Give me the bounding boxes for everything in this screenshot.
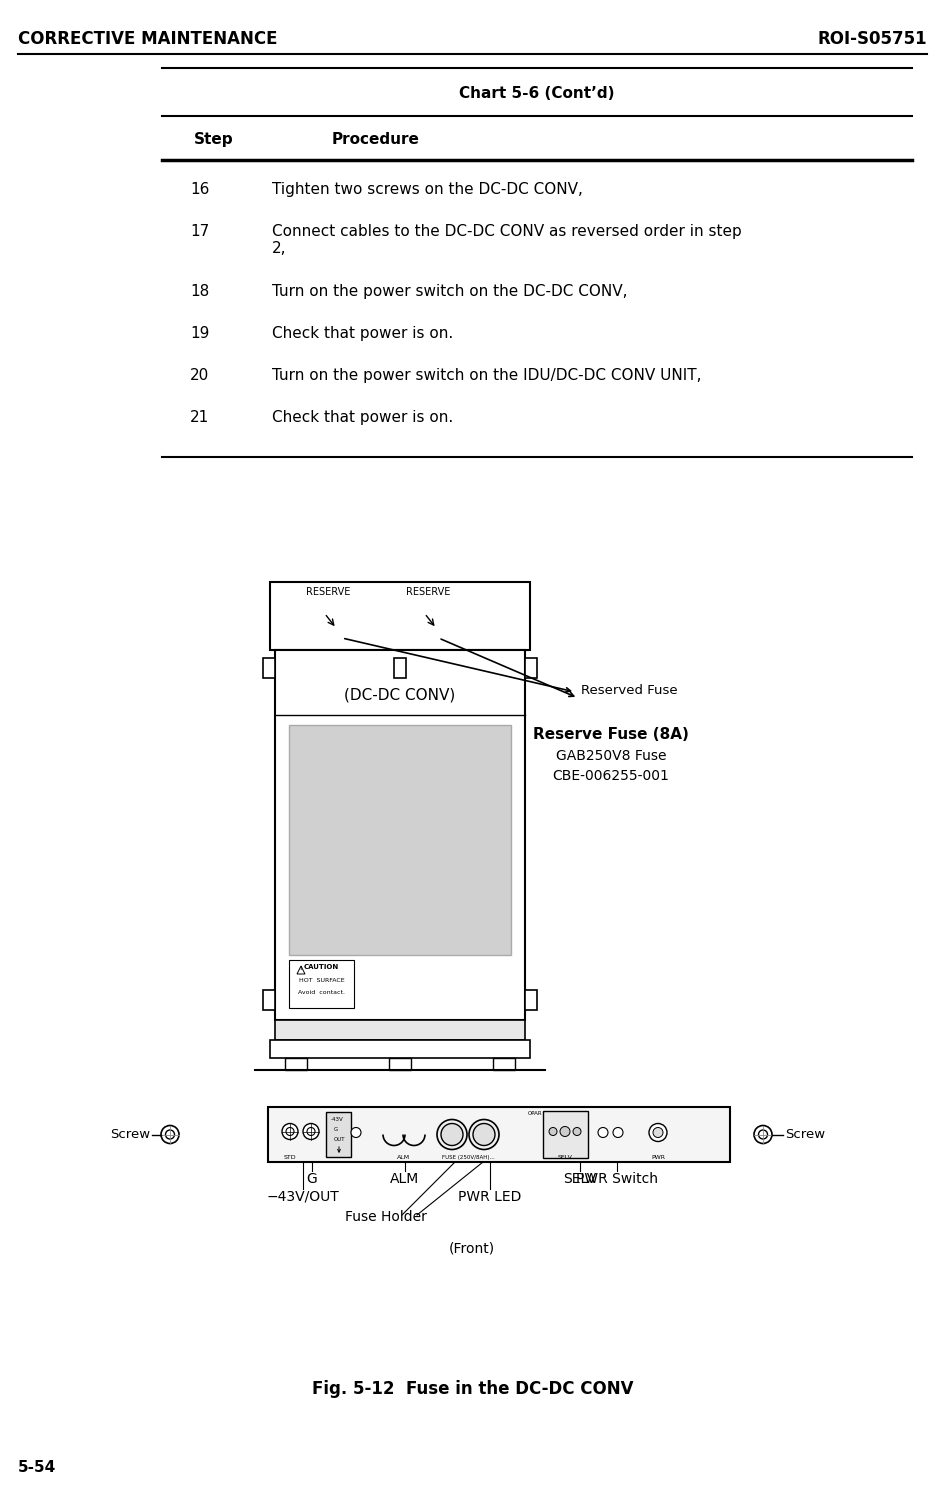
Text: PWR: PWR xyxy=(650,1156,665,1160)
Bar xyxy=(394,658,406,678)
Bar xyxy=(493,1059,514,1070)
Circle shape xyxy=(560,1127,569,1136)
Circle shape xyxy=(281,1124,297,1139)
Text: 21: 21 xyxy=(190,411,209,426)
Text: STD: STD xyxy=(283,1156,296,1160)
Bar xyxy=(289,960,354,1008)
Text: FUSE (250V/8AH)...: FUSE (250V/8AH)... xyxy=(441,1156,494,1160)
Text: Chart 5-6 (Cont’d): Chart 5-6 (Cont’d) xyxy=(459,85,615,100)
Text: Check that power is on.: Check that power is on. xyxy=(272,325,453,340)
Text: SELV: SELV xyxy=(557,1156,572,1160)
Circle shape xyxy=(753,1126,771,1144)
Bar xyxy=(326,1112,350,1157)
Bar xyxy=(393,600,463,638)
Bar xyxy=(543,1111,587,1159)
FancyBboxPatch shape xyxy=(270,582,530,649)
Text: Connect cables to the DC-DC CONV as reversed order in step
2,: Connect cables to the DC-DC CONV as reve… xyxy=(272,224,741,257)
Text: OUT: OUT xyxy=(333,1138,346,1142)
Text: G: G xyxy=(333,1127,338,1132)
Text: CORRECTIVE MAINTENANCE: CORRECTIVE MAINTENANCE xyxy=(18,30,278,48)
Text: GAB250V8 Fuse: GAB250V8 Fuse xyxy=(555,749,666,763)
Text: Turn on the power switch on the IDU/DC-DC CONV UNIT,: Turn on the power switch on the IDU/DC-D… xyxy=(272,367,700,384)
Text: Reserved Fuse: Reserved Fuse xyxy=(581,684,677,697)
Text: Avoid  contact.: Avoid contact. xyxy=(297,990,345,994)
Text: ALM: ALM xyxy=(390,1172,419,1185)
Circle shape xyxy=(350,1127,361,1138)
Text: −43V/OUT: −43V/OUT xyxy=(266,1190,339,1203)
Bar xyxy=(525,990,536,1009)
Text: 17: 17 xyxy=(190,224,209,239)
Text: Check that power is on.: Check that power is on. xyxy=(272,411,453,426)
Ellipse shape xyxy=(436,1120,466,1150)
Circle shape xyxy=(286,1127,294,1136)
Text: 18: 18 xyxy=(190,284,209,299)
Ellipse shape xyxy=(441,1124,463,1145)
Text: G: G xyxy=(306,1172,317,1185)
Circle shape xyxy=(303,1124,319,1139)
Circle shape xyxy=(165,1130,175,1139)
Ellipse shape xyxy=(473,1124,495,1145)
Circle shape xyxy=(598,1127,607,1138)
Bar xyxy=(293,600,362,638)
Text: 5-54: 5-54 xyxy=(18,1460,57,1475)
Bar xyxy=(389,1059,411,1070)
Bar xyxy=(268,1106,729,1162)
Text: Screw: Screw xyxy=(110,1129,150,1141)
Text: 16: 16 xyxy=(190,182,210,197)
Text: HOT  SURFACE: HOT SURFACE xyxy=(298,978,344,982)
Text: Step: Step xyxy=(194,131,233,146)
Circle shape xyxy=(758,1130,767,1139)
Polygon shape xyxy=(296,966,305,973)
Text: (DC-DC CONV): (DC-DC CONV) xyxy=(344,687,455,703)
Text: SELV: SELV xyxy=(563,1172,596,1185)
Text: PWR LED: PWR LED xyxy=(458,1190,521,1203)
Text: Reserve Fuse (8A): Reserve Fuse (8A) xyxy=(532,727,688,742)
Circle shape xyxy=(652,1127,663,1138)
Text: (Front): (Front) xyxy=(448,1242,495,1256)
Text: Procedure: Procedure xyxy=(331,131,419,146)
Text: OPAR: OPAR xyxy=(528,1111,542,1115)
Circle shape xyxy=(572,1127,581,1136)
Text: 19: 19 xyxy=(190,325,210,340)
Ellipse shape xyxy=(468,1120,498,1150)
Text: Fuse Holder: Fuse Holder xyxy=(345,1209,427,1224)
Bar xyxy=(285,1059,307,1070)
Circle shape xyxy=(649,1124,666,1142)
Text: Screw: Screw xyxy=(784,1129,824,1141)
Circle shape xyxy=(613,1127,622,1138)
Text: RESERVE: RESERVE xyxy=(405,587,449,597)
Text: CBE-006255-001: CBE-006255-001 xyxy=(552,769,668,782)
Text: Fig. 5-12  Fuse in the DC-DC CONV: Fig. 5-12 Fuse in the DC-DC CONV xyxy=(312,1380,632,1397)
Bar xyxy=(289,726,511,956)
Text: ROI-S05751: ROI-S05751 xyxy=(817,30,926,48)
Circle shape xyxy=(548,1127,556,1136)
Text: RESERVE: RESERVE xyxy=(306,587,350,597)
Circle shape xyxy=(160,1126,178,1144)
Text: PWR Switch: PWR Switch xyxy=(576,1172,657,1185)
Text: -43V: -43V xyxy=(330,1117,344,1123)
Bar xyxy=(262,658,275,678)
Bar xyxy=(270,1041,530,1059)
Text: ALM: ALM xyxy=(397,1156,410,1160)
Text: !: ! xyxy=(299,966,302,972)
Bar xyxy=(525,658,536,678)
Text: 20: 20 xyxy=(190,367,209,384)
Bar xyxy=(275,649,525,1020)
Text: CAUTION: CAUTION xyxy=(304,964,339,970)
Text: Turn on the power switch on the DC-DC CONV,: Turn on the power switch on the DC-DC CO… xyxy=(272,284,627,299)
Circle shape xyxy=(307,1127,314,1136)
Bar xyxy=(262,990,275,1009)
Text: Tighten two screws on the DC-DC CONV,: Tighten two screws on the DC-DC CONV, xyxy=(272,182,582,197)
Bar xyxy=(275,1020,525,1041)
